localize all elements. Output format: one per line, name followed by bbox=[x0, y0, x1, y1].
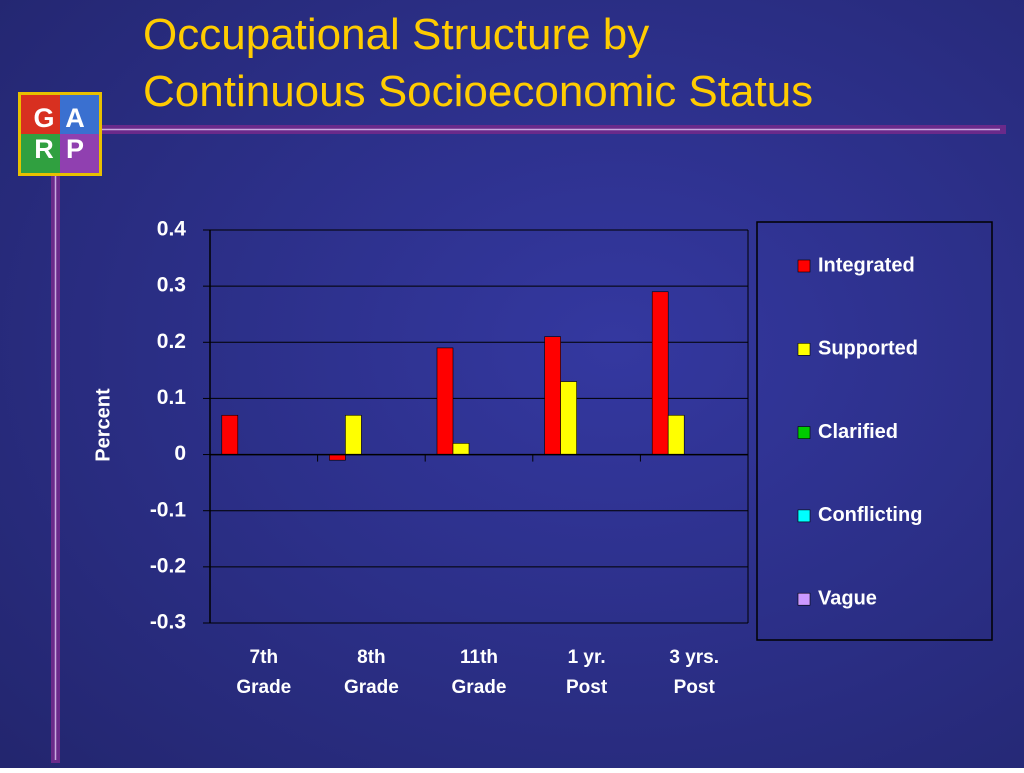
y-tick-label: -0.2 bbox=[150, 554, 186, 577]
y-tick-label: 0 bbox=[174, 442, 186, 465]
legend-swatch bbox=[797, 342, 811, 356]
x-tick-label: 11th Grade bbox=[452, 647, 507, 698]
bar bbox=[452, 443, 470, 455]
x-tick-label: 3 yrs. Post bbox=[669, 647, 719, 698]
logo-letter: R bbox=[34, 134, 54, 164]
y-tick-label: -0.3 bbox=[150, 611, 186, 634]
y-tick-label: 0.2 bbox=[157, 330, 186, 353]
y-tick-label: 0.4 bbox=[157, 218, 187, 241]
legend-box bbox=[756, 221, 993, 641]
legend-swatch bbox=[797, 592, 811, 606]
bar bbox=[651, 291, 669, 455]
bar bbox=[667, 414, 685, 455]
logo-letter: A bbox=[65, 103, 85, 133]
bar bbox=[329, 454, 346, 461]
bar bbox=[221, 414, 239, 455]
logo-quadrant bbox=[21, 134, 60, 173]
y-tick-label: 0.3 bbox=[157, 274, 186, 297]
legend-swatch bbox=[797, 509, 811, 523]
logo-quadrant bbox=[21, 95, 60, 134]
logo-quadrant bbox=[60, 134, 99, 173]
legend-label: Supported bbox=[818, 338, 918, 360]
legend-label: Clarified bbox=[818, 421, 898, 443]
logo-letter: G bbox=[33, 103, 54, 133]
logo: G A R P bbox=[18, 92, 102, 176]
slide-title: Occupational Structure by Continuous Soci… bbox=[143, 10, 813, 116]
legend-swatch bbox=[797, 259, 811, 273]
x-tick-label: 1 yr. Post bbox=[566, 647, 608, 698]
bar bbox=[345, 414, 362, 455]
legend-swatch bbox=[797, 426, 811, 439]
logo-quadrant bbox=[60, 95, 99, 134]
bar bbox=[436, 347, 454, 455]
y-axis-label: Percent bbox=[92, 388, 114, 462]
bar bbox=[544, 336, 561, 455]
x-tick-label: 8th Grade bbox=[344, 647, 399, 698]
y-tick-label: 0.1 bbox=[157, 386, 187, 409]
logo-letter: P bbox=[66, 134, 84, 164]
legend-label: Integrated bbox=[818, 254, 915, 276]
y-tick-label: -0.1 bbox=[150, 498, 187, 521]
legend-label: Vague bbox=[818, 587, 877, 609]
x-tick-label: 7th Grade bbox=[236, 647, 291, 698]
legend-label: Conflicting bbox=[818, 504, 922, 526]
bar bbox=[560, 381, 577, 455]
